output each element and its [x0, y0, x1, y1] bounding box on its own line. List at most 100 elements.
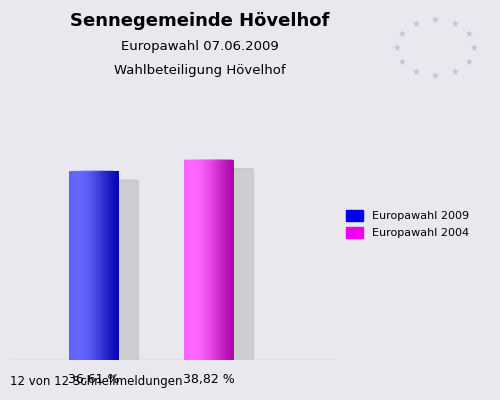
Polygon shape [224, 159, 226, 160]
Bar [213, 160, 214, 360]
Bar [96, 171, 98, 360]
Bar [116, 171, 117, 360]
Bar [186, 160, 188, 360]
Polygon shape [76, 171, 78, 172]
Polygon shape [214, 159, 216, 160]
Polygon shape [112, 171, 113, 172]
Polygon shape [220, 159, 221, 160]
Bar [115, 171, 116, 360]
Polygon shape [209, 159, 210, 160]
Bar [193, 160, 194, 360]
Polygon shape [79, 171, 80, 172]
Bar [199, 160, 200, 360]
Bar [89, 171, 90, 360]
Polygon shape [210, 159, 212, 160]
Polygon shape [94, 171, 95, 172]
Ellipse shape [88, 180, 138, 181]
Polygon shape [109, 171, 110, 172]
Polygon shape [104, 171, 105, 172]
Bar [102, 171, 103, 360]
Bar [100, 171, 102, 360]
Polygon shape [203, 159, 204, 160]
Polygon shape [206, 159, 207, 160]
Bar [227, 160, 228, 360]
Polygon shape [75, 171, 76, 172]
Bar [200, 160, 202, 360]
Polygon shape [89, 171, 90, 172]
Bar [114, 171, 115, 360]
Bar [206, 160, 207, 360]
Polygon shape [207, 159, 208, 160]
Bar [197, 160, 198, 360]
Text: ★: ★ [464, 57, 472, 67]
Polygon shape [223, 159, 224, 160]
Text: 36,61 %: 36,61 % [68, 373, 120, 386]
Text: ★: ★ [430, 71, 440, 81]
Polygon shape [110, 171, 112, 172]
Polygon shape [217, 159, 218, 160]
Bar [78, 171, 79, 360]
Text: ★: ★ [450, 67, 458, 77]
Polygon shape [200, 159, 202, 160]
Bar [184, 160, 185, 360]
Bar [99, 171, 100, 360]
Bar [219, 160, 220, 360]
Polygon shape [193, 159, 194, 160]
Bar [192, 160, 193, 360]
Polygon shape [197, 159, 198, 160]
Polygon shape [84, 171, 85, 172]
Bar [108, 171, 109, 360]
Bar [226, 160, 227, 360]
Polygon shape [88, 180, 138, 369]
Polygon shape [74, 171, 75, 172]
Bar [103, 171, 104, 360]
Bar [212, 160, 213, 360]
Bar [198, 160, 199, 360]
Polygon shape [80, 171, 81, 172]
Bar [106, 171, 108, 360]
Polygon shape [116, 171, 117, 172]
Bar [210, 160, 212, 360]
Bar [76, 171, 78, 360]
Bar [185, 160, 186, 360]
Bar [112, 171, 113, 360]
Bar [105, 171, 106, 360]
Bar [214, 160, 216, 360]
Polygon shape [86, 171, 88, 172]
Bar [223, 160, 224, 360]
Bar [217, 160, 218, 360]
Bar [222, 160, 223, 360]
Polygon shape [99, 171, 100, 172]
Bar [202, 160, 203, 360]
Bar [209, 160, 210, 360]
Bar [220, 160, 221, 360]
Polygon shape [81, 171, 82, 172]
Bar [231, 160, 232, 360]
Polygon shape [82, 171, 84, 172]
Polygon shape [71, 171, 72, 172]
Polygon shape [196, 159, 197, 160]
Bar [216, 160, 217, 360]
Bar [82, 171, 84, 360]
Bar [79, 171, 80, 360]
Text: ★: ★ [398, 29, 406, 39]
Bar [92, 171, 94, 360]
Text: ★: ★ [430, 15, 440, 25]
Bar [230, 160, 231, 360]
Text: 12 von 12 Schnellmeldungen: 12 von 12 Schnellmeldungen [10, 375, 182, 388]
Polygon shape [218, 159, 219, 160]
Bar [90, 171, 91, 360]
Bar [207, 160, 208, 360]
Polygon shape [199, 159, 200, 160]
Polygon shape [103, 171, 104, 172]
Bar [104, 171, 105, 360]
Text: ★: ★ [398, 57, 406, 67]
Text: ★: ★ [469, 43, 478, 53]
Polygon shape [114, 171, 115, 172]
Bar [189, 160, 190, 360]
Polygon shape [100, 171, 102, 172]
Bar [208, 160, 209, 360]
Text: ★: ★ [412, 19, 420, 29]
Bar [232, 160, 233, 360]
Bar [70, 171, 71, 360]
